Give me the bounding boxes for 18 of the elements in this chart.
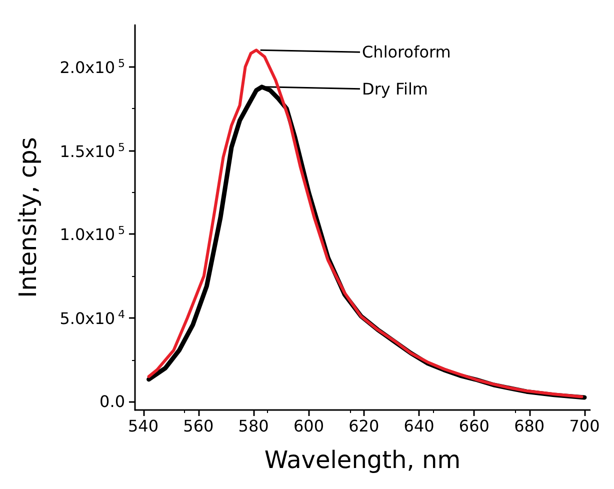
x-tick-label: 640 [404,416,434,436]
x-tick-label: 600 [293,416,324,436]
x-axis-title: Wavelength, nm [264,446,461,474]
annotation: Chloroform [362,42,451,62]
annotation: Dry Film [362,79,428,98]
y-tick-label: 5.0x10$^{4}$ [60,308,125,328]
x-tick-label: 540 [128,416,159,436]
x-tick-label: 660 [458,416,490,436]
y-axis-title: Intensity, cps [14,137,42,298]
y-tick-label: 0.0 [100,392,125,411]
y-tick-label: 1.0x10$^{5}$ [60,224,125,244]
y-tick-label: 2.0x10$^{5}$ [60,56,125,78]
x-tick-label: 680 [514,416,545,436]
x-tick-label: 560 [183,416,214,436]
y-tick-label: 1.5x10$^{5}$ [60,140,125,161]
x-tick-label: 620 [348,416,380,436]
x-tick-label: 700 [569,416,600,436]
x-tick-label: 580 [238,416,269,436]
